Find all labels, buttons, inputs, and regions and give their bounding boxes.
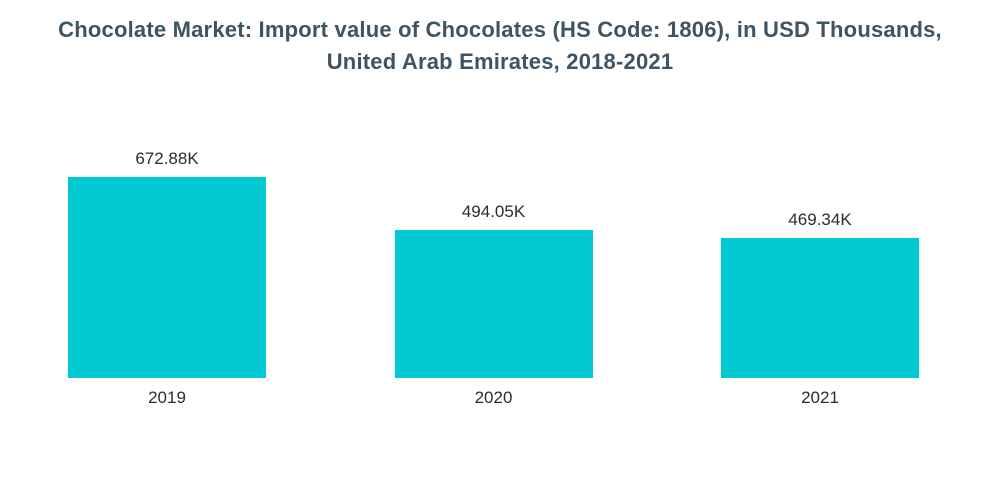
bar-group-2020: 494.05K 2020 bbox=[394, 202, 593, 408]
bar-group-2021: 469.34K 2021 bbox=[721, 210, 919, 408]
bar-group-2019: 672.88K 2019 bbox=[68, 149, 266, 408]
bar-value-label: 494.05K bbox=[461, 202, 526, 221]
bar-chart: 672.88K 2019 494.05K 2020 469.34K 2021 bbox=[68, 149, 919, 408]
bar-2021[interactable] bbox=[721, 238, 919, 378]
chart-title: Chocolate Market: Import value of Chocol… bbox=[58, 17, 942, 74]
bar-value-label: 469.34K bbox=[788, 210, 852, 229]
bar-2020[interactable] bbox=[394, 230, 593, 378]
bar-category-label: 2019 bbox=[148, 388, 186, 407]
bar-category-label: 2020 bbox=[474, 388, 513, 407]
bar-2019[interactable] bbox=[68, 177, 266, 378]
bar-category-label: 2021 bbox=[801, 388, 839, 407]
bar-value-label: 672.88K bbox=[135, 149, 199, 168]
